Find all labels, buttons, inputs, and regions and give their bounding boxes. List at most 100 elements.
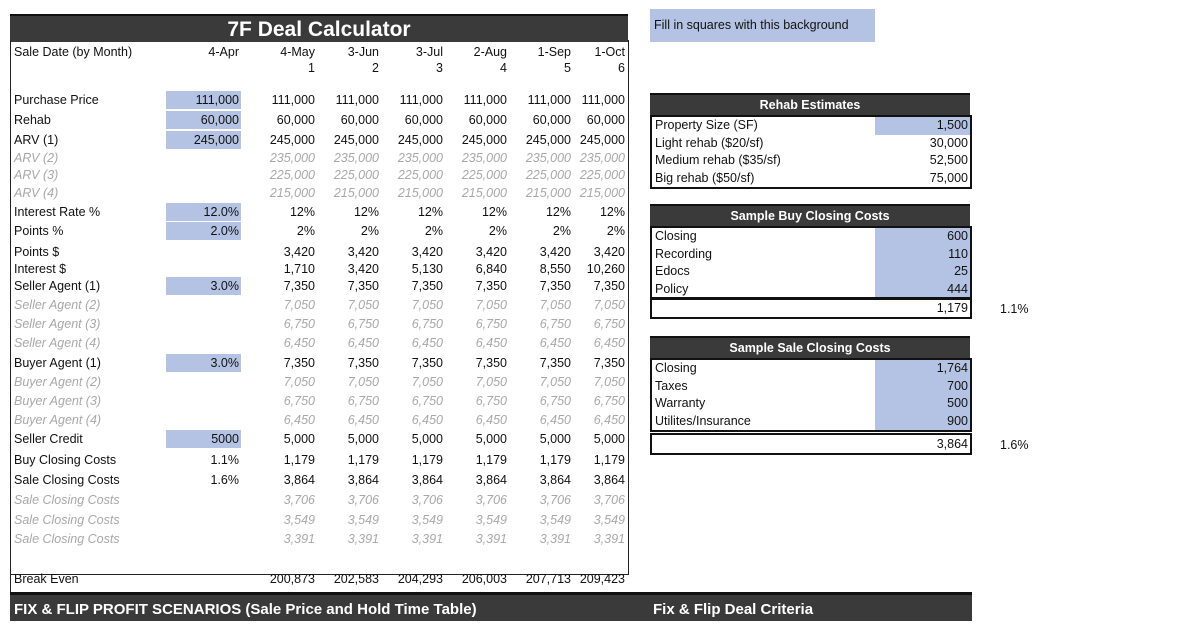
header-date-input[interactable]: 4-Apr	[208, 45, 239, 59]
panel-row-value[interactable]: 600	[875, 228, 970, 246]
value-cell: 6,450	[411, 413, 443, 427]
panel-row-value[interactable]: 900	[875, 412, 970, 430]
value-cell: 7,050	[539, 375, 571, 389]
input-cell[interactable]: 111,000	[166, 91, 241, 109]
value-cell: 2%	[360, 224, 379, 238]
value-cell: 235,000	[525, 151, 571, 165]
value-cell: 7,050	[475, 298, 507, 312]
value-cell: 12%	[599, 205, 625, 219]
row-label: Rehab	[14, 113, 51, 127]
input-cell[interactable]: 12.0%	[166, 203, 241, 221]
value-cell: 6,750	[411, 394, 443, 408]
value-cell: 3,549	[347, 513, 379, 527]
value-cell: 6,450	[283, 336, 315, 350]
input-cell[interactable]: 60,000	[166, 111, 241, 129]
value-cell: 7,050	[593, 375, 625, 389]
value-cell: 6,750	[347, 394, 379, 408]
panel-row-label: Warranty	[655, 396, 706, 410]
month-number: 1	[308, 61, 315, 75]
row-label: Seller Credit	[14, 432, 83, 446]
value-cell: 7,050	[411, 298, 443, 312]
panel-row-value[interactable]: 1,500	[875, 117, 970, 135]
value-cell: 3,864	[593, 473, 625, 487]
panel-row-value[interactable]: 110	[875, 245, 970, 263]
panel-row-label: Closing	[655, 361, 697, 375]
value-cell: 207,713	[525, 572, 571, 586]
rehab-estimates-heading: Rehab Estimates	[650, 93, 970, 115]
panel-row: Policy 444	[652, 280, 970, 298]
panel-row-label: Closing	[655, 229, 697, 243]
row-label: Seller Agent (1)	[14, 279, 101, 293]
value-cell: 225,000	[269, 168, 315, 182]
value-cell: 6,750	[475, 394, 507, 408]
panel-row-value[interactable]: 500	[875, 395, 970, 413]
panel-row-label: Edocs	[655, 264, 690, 278]
value-cell: 3,391	[539, 532, 571, 546]
month-number: 6	[618, 61, 625, 75]
value-cell: 12%	[353, 205, 379, 219]
value-cell: 1,179	[411, 453, 443, 467]
panel-row-label: Light rehab ($20/sf)	[655, 135, 764, 150]
row-label: Sale Closing Costs	[14, 532, 120, 546]
header-date: 2-Aug	[473, 45, 507, 59]
value-cell: 12%	[289, 205, 315, 219]
value-cell: 6,750	[539, 394, 571, 408]
value-cell: 225,000	[525, 168, 571, 182]
value-cell: 111,000	[271, 93, 315, 107]
value-cell: 6,450	[475, 336, 507, 350]
value-cell: 225,000	[579, 168, 625, 182]
month-number: 3	[436, 61, 443, 75]
rehab-estimates-table: Property Size (SF) 1,500 Light rehab ($20/…	[650, 115, 972, 189]
panel-row-value[interactable]: 1,764	[875, 360, 970, 378]
value-cell: 12%	[481, 205, 507, 219]
input-cell[interactable]: 245,000	[166, 131, 241, 149]
panel-row-label: Taxes	[655, 378, 688, 393]
value-cell: 245,000	[461, 133, 507, 147]
value-cell: 60,000	[276, 113, 315, 127]
value-cell: 202,583	[333, 572, 379, 586]
value-cell: 3,549	[593, 513, 625, 527]
input-cell[interactable]: 3.0%	[166, 354, 241, 372]
panel-total-row: 1,179	[650, 297, 972, 319]
value-cell: 6,750	[347, 317, 379, 331]
value-cell: 7,350	[539, 279, 571, 293]
value-cell: 3,549	[475, 513, 507, 527]
value-cell: 60,000	[468, 113, 507, 127]
value-cell: 225,000	[333, 168, 379, 182]
value-cell: 8,550	[539, 262, 571, 276]
panel-row-value[interactable]: 444	[875, 280, 970, 298]
row-label: Buyer Agent (3)	[14, 394, 102, 408]
input-cell[interactable]: 3.0%	[166, 277, 241, 295]
value-cell: 225,000	[397, 168, 443, 182]
month-number: 5	[564, 61, 571, 75]
input-cell[interactable]: 5000	[166, 430, 241, 448]
panel-row-label: Utilites/Insurance	[655, 413, 751, 428]
value-cell: 215,000	[269, 186, 315, 200]
row-label: Buyer Agent (4)	[14, 413, 102, 427]
value-cell: 3,391	[475, 532, 507, 546]
deal-criteria-heading: Fix & Flip Deal Criteria	[653, 601, 814, 618]
panel-row: Closing 600	[652, 228, 970, 246]
value-cell: 7,350	[283, 279, 315, 293]
value-cell: 7,050	[593, 298, 625, 312]
value-cell: 111,000	[581, 93, 625, 107]
panel-total-row: 3,864	[650, 433, 972, 455]
value-cell: 6,450	[539, 413, 571, 427]
panel-total-percent: 1.6%	[1000, 438, 1029, 452]
panel-row-value[interactable]: 700	[875, 377, 970, 395]
input-cell[interactable]: 2.0%	[166, 222, 241, 240]
value-cell: 7,350	[539, 356, 571, 370]
value-cell: 5,000	[347, 432, 379, 446]
row-label: ARV (1)	[14, 133, 59, 147]
month-number: 2	[372, 61, 379, 75]
panel-row: Big rehab ($50/sf) 75,000	[652, 170, 970, 188]
deal-calculator-table: Sale Date (by Month) 4-Apr 4-May 3-Jun 3-Jul…	[10, 40, 629, 586]
value-cell: 206,003	[461, 572, 507, 586]
value-cell: 1,710	[283, 262, 315, 276]
value-cell: 1,179	[347, 453, 379, 467]
value-cell: 7,050	[411, 375, 443, 389]
header-date: 3-Jul	[415, 45, 443, 59]
row-label: ARV (3)	[14, 168, 59, 182]
panel-row-value[interactable]: 25	[875, 263, 970, 281]
value-cell: 209,423	[579, 572, 625, 586]
